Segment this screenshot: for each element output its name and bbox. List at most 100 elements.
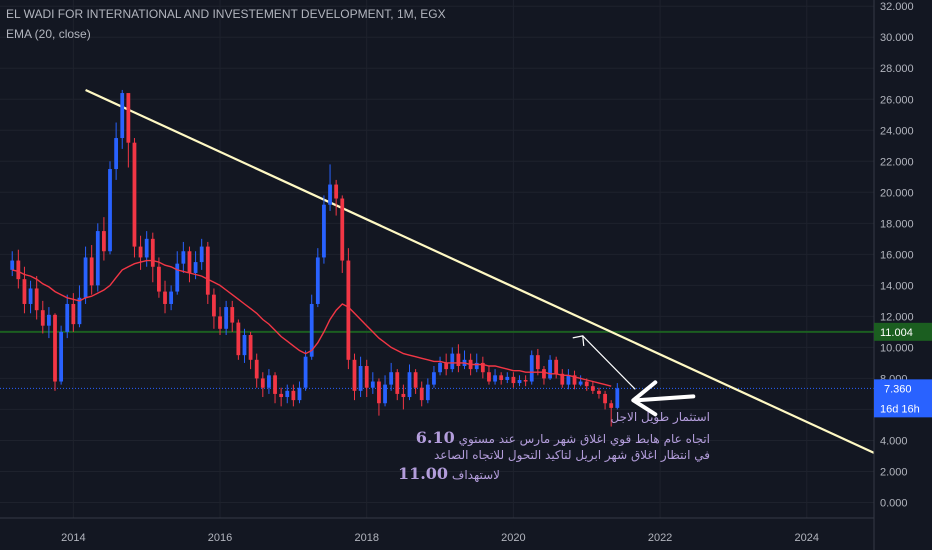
- candle: [340, 195, 345, 273]
- candle: [328, 164, 332, 211]
- x-tick-label: 2018: [354, 532, 378, 544]
- y-tick-label: 30.000: [880, 32, 914, 44]
- x-tick-label: 2022: [648, 532, 672, 544]
- x-tick-label: 2016: [208, 532, 232, 544]
- candle-body: [529, 355, 534, 382]
- candle-body: [297, 387, 302, 401]
- resistance-price-tag: 11.004: [874, 322, 932, 341]
- y-tick-label: 22.000: [880, 156, 914, 168]
- candle: [230, 300, 235, 332]
- candle-body: [169, 291, 174, 304]
- candle-body: [242, 334, 247, 356]
- candle: [267, 369, 271, 394]
- candle: [480, 356, 485, 379]
- candle-body: [609, 403, 614, 408]
- candle: [212, 288, 216, 329]
- candle: [34, 276, 39, 320]
- candle: [120, 89, 125, 149]
- candle: [248, 331, 253, 370]
- candle-body: [279, 393, 284, 398]
- candle: [529, 350, 534, 385]
- x-tick-label: 2014: [61, 532, 85, 544]
- current-price-tag: 7.360 16d 16h: [874, 379, 932, 418]
- candle-body: [303, 356, 308, 388]
- y-tick-label: 18.000: [880, 218, 914, 230]
- candle-body: [419, 387, 424, 401]
- candle: [65, 294, 70, 339]
- candle: [615, 383, 620, 410]
- candle: [560, 369, 565, 388]
- candle-body: [597, 390, 601, 394]
- candle: [132, 138, 137, 258]
- candle: [114, 122, 119, 180]
- candle-body: [181, 251, 186, 264]
- candle: [322, 195, 326, 264]
- candle-body: [603, 393, 607, 404]
- price-tag-countdown: 16d 16h: [880, 403, 920, 415]
- candle: [47, 307, 51, 339]
- y-tick-label: 20.000: [880, 187, 914, 199]
- candle-body: [425, 384, 430, 401]
- candle-body: [77, 297, 82, 325]
- candle: [16, 249, 21, 289]
- candle-body: [218, 316, 222, 329]
- candle-body: [456, 353, 461, 367]
- candle-body: [273, 375, 277, 394]
- candle: [383, 375, 387, 407]
- candle-body: [615, 388, 620, 408]
- candle: [548, 355, 552, 380]
- annotation-line-2-text: اتجاه عام هابط قوي اغلاق شهر مارس عند مس…: [458, 432, 710, 446]
- candle-body: [432, 372, 436, 385]
- candle: [175, 251, 180, 295]
- candle-body: [175, 263, 180, 292]
- candle-body: [352, 359, 357, 391]
- candle: [77, 285, 82, 328]
- candle: [444, 353, 449, 376]
- candle-body: [126, 93, 131, 143]
- up-arrow: [572, 335, 636, 390]
- candle: [609, 400, 614, 427]
- candle-body: [59, 331, 64, 382]
- candle: [291, 384, 296, 407]
- up-arrow-shaft: [582, 335, 636, 390]
- candle: [505, 372, 510, 384]
- indicator-label: EMA (20, close): [6, 27, 91, 41]
- candle-body: [438, 362, 442, 373]
- candle: [205, 241, 210, 304]
- candle-body: [328, 184, 332, 205]
- candle: [572, 370, 577, 390]
- candle-body: [572, 375, 577, 385]
- candle: [169, 285, 174, 311]
- y-tick-label: 16.000: [880, 249, 914, 261]
- candle-body: [40, 310, 45, 326]
- candle-body: [230, 307, 235, 323]
- candle-body: [260, 378, 265, 388]
- candle-body: [138, 246, 143, 258]
- candle-body: [205, 246, 210, 295]
- candle: [450, 347, 455, 373]
- candle: [395, 369, 400, 401]
- candle: [83, 246, 88, 304]
- candle: [493, 369, 497, 385]
- candle-body: [34, 288, 39, 311]
- candle: [53, 313, 57, 391]
- candle-body: [248, 334, 253, 360]
- candle: [181, 241, 186, 273]
- candle-body: [401, 393, 406, 398]
- candle-body: [370, 381, 375, 388]
- candle: [187, 246, 192, 283]
- annotation-value-1100: 11.00: [397, 464, 449, 483]
- candle-body: [364, 366, 369, 388]
- candle-body: [511, 376, 516, 384]
- x-tick-label: 2024: [795, 532, 819, 544]
- candle-body: [523, 379, 528, 382]
- candle: [199, 238, 204, 270]
- candle-body: [120, 93, 125, 139]
- candle: [157, 257, 161, 298]
- candle-body: [377, 381, 381, 404]
- candles-layer: [10, 89, 620, 427]
- candle-body: [340, 198, 345, 261]
- annotation-line-4-text: لاستهداف: [451, 468, 500, 482]
- candle: [224, 300, 229, 335]
